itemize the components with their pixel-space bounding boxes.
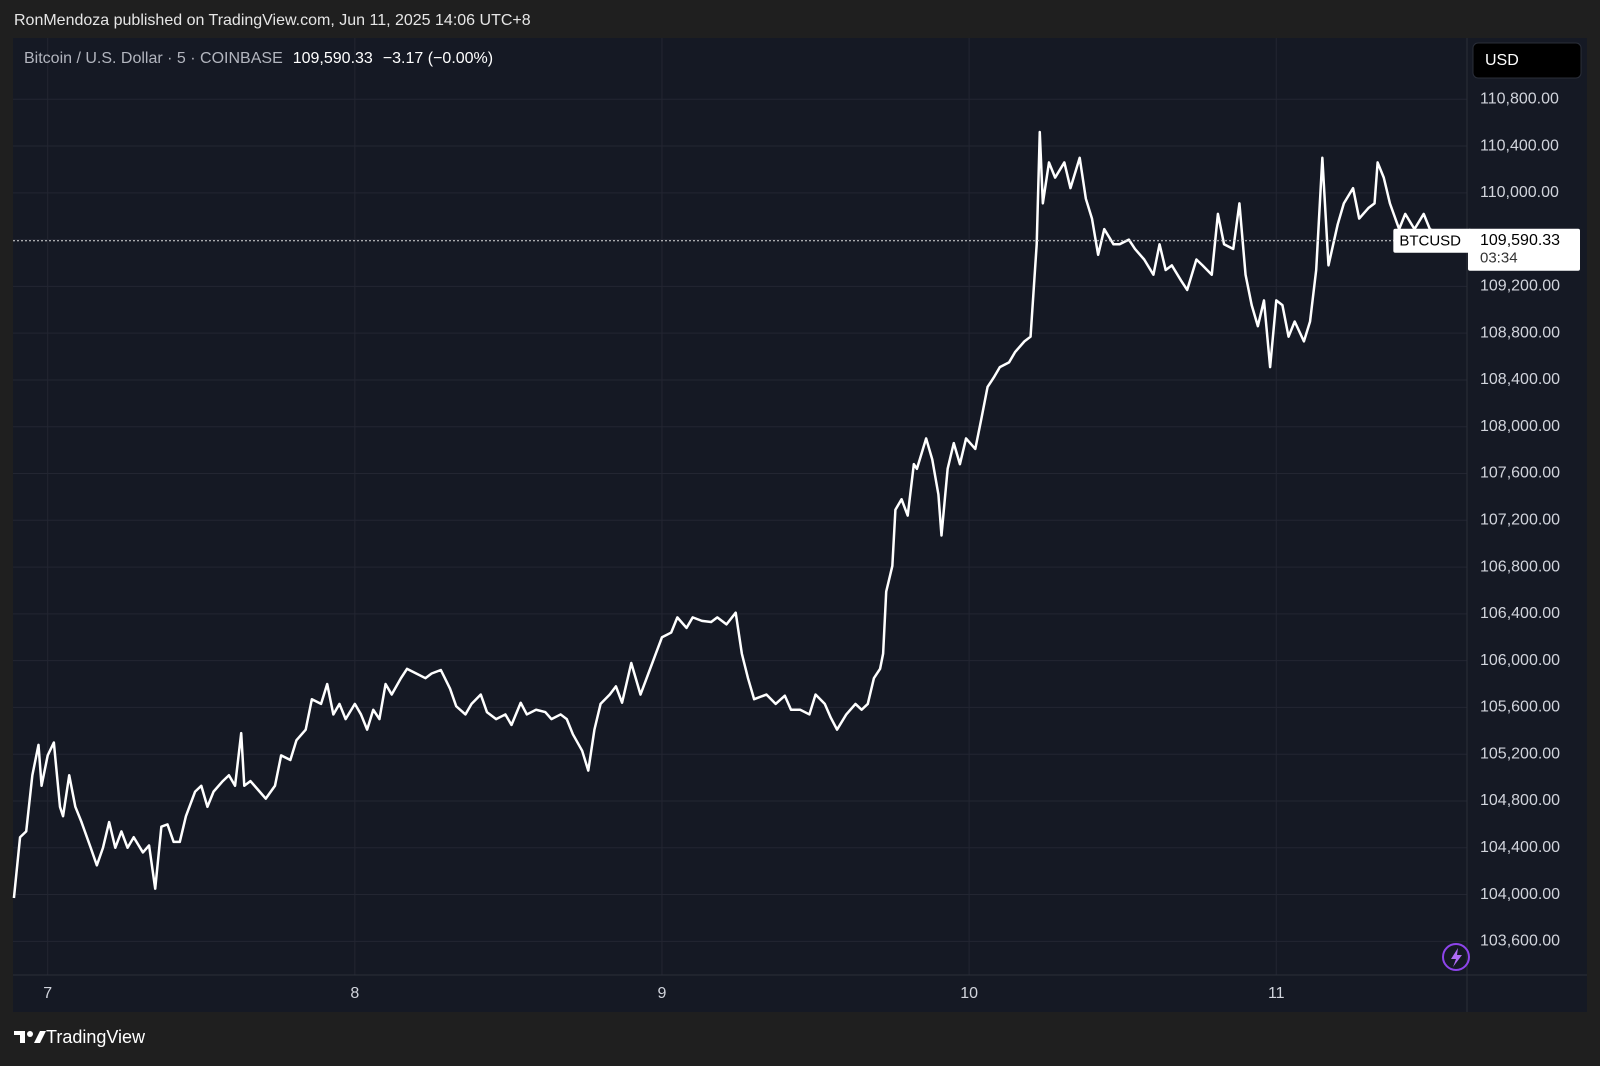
y-tick-label: 107,200.00 — [1480, 512, 1560, 529]
footer-logo — [14, 1031, 46, 1043]
labels: 103,600.00 104,000.00 104,400.00 104,800.00… — [43, 91, 1580, 1002]
y-tick-label: 108,800.00 — [1480, 324, 1560, 341]
y-tick-label: 108,000.00 — [1480, 418, 1560, 435]
symbol-tag-text: BTCUSD — [1399, 233, 1461, 250]
y-tick-label: 104,800.00 — [1480, 792, 1560, 809]
y-tick-label: 109,200.00 — [1480, 278, 1560, 295]
grid — [13, 38, 1467, 975]
price-tag-value: 109,590.33 — [1480, 232, 1560, 249]
y-tick-label: 106,000.00 — [1480, 652, 1560, 669]
y-tick-label: 110,400.00 — [1480, 137, 1559, 154]
icon-ring — [1442, 943, 1470, 971]
legend-change: −3.17 (−0.00%) — [383, 50, 493, 67]
symbol-tag: BTCUSD — [1393, 228, 1472, 253]
logo-slash — [34, 1031, 46, 1043]
logo-bar — [14, 1031, 25, 1043]
y-tick-label: 110,000.00 — [1480, 184, 1559, 201]
y-tick-label: 105,200.00 — [1480, 745, 1560, 762]
y-tick-label: 104,000.00 — [1480, 886, 1560, 903]
legend-price: 109,590.33 — [293, 50, 373, 67]
symbol-legend: Bitcoin / U.S. Dollar · 5 · COINBASE — [24, 50, 283, 67]
x-tick-label: 7 — [43, 985, 52, 1002]
footer-text: TradingView — [46, 1027, 146, 1047]
y-tick-label: 106,800.00 — [1480, 558, 1560, 575]
price-tag-box — [1468, 228, 1580, 271]
lightning-icon — [1442, 943, 1470, 971]
x-tick-label: 9 — [658, 985, 667, 1002]
y-tick-label: 110,800.00 — [1480, 91, 1559, 108]
y-tick-label: 108,400.00 — [1480, 371, 1560, 388]
y-tick-label: 105,600.00 — [1480, 699, 1560, 716]
symbol-tag-box — [1393, 228, 1472, 253]
y-tick-label: 103,600.00 — [1480, 933, 1560, 950]
price-tag-countdown: 03:34 — [1480, 250, 1518, 267]
y-tick-label: 104,400.00 — [1480, 839, 1560, 856]
price-line — [12, 130, 1462, 899]
currency-label[interactable]: USD — [1485, 52, 1519, 69]
header-text: RonMendoza published on TradingView.com,… — [14, 12, 531, 29]
x-tick-label: 10 — [960, 985, 978, 1002]
logo-dot — [27, 1031, 33, 1037]
x-tick-label: 11 — [1268, 985, 1285, 1002]
y-tick-label: 106,400.00 — [1480, 605, 1560, 622]
chart-panel — [13, 38, 1587, 1012]
y-tick-label: 107,600.00 — [1480, 465, 1560, 482]
x-tick-label: 8 — [350, 985, 359, 1002]
plot — [12, 130, 1467, 899]
currency-button[interactable] — [1472, 42, 1582, 79]
icon-bolt — [1451, 948, 1462, 967]
